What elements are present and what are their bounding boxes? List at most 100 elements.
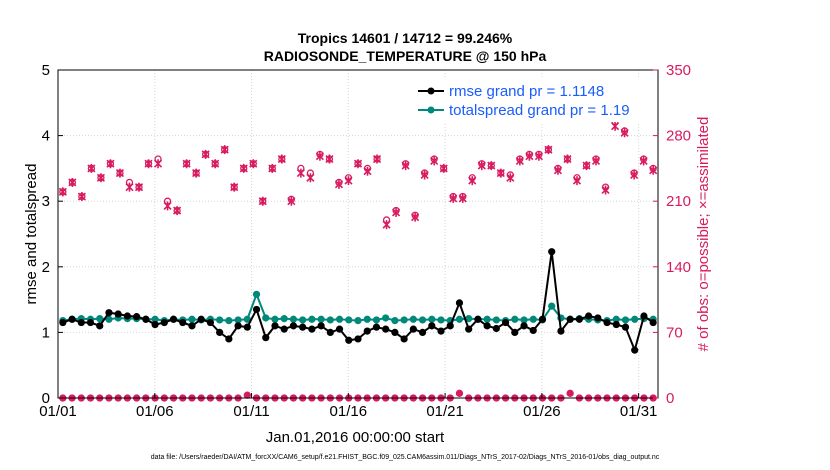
totalspread-point: [280, 315, 288, 323]
obs-assimilated-point: [487, 161, 496, 171]
rmse-point: [59, 318, 67, 327]
totalspread-point: [372, 316, 381, 324]
obs-assimilated-point: [392, 207, 401, 217]
obs-assimilated-point: [477, 161, 486, 171]
obs-assimilated-point: [439, 163, 448, 173]
totalspread-point: [151, 315, 159, 323]
totalspread-point: [548, 302, 556, 310]
totalspread-point: [418, 316, 427, 324]
x-tick-label: 01/21: [426, 403, 464, 420]
obs-assimilated-point: [401, 161, 410, 171]
rmse-point: [584, 312, 593, 320]
obs-assimilated-point: [287, 196, 296, 206]
rmse-point: [280, 325, 288, 333]
totalspread-point: [621, 316, 630, 324]
rmse-point: [566, 315, 574, 323]
rmse-point: [197, 315, 205, 323]
totalspread-point: [437, 316, 445, 324]
rmse-point: [594, 314, 602, 322]
rmse-point: [483, 322, 491, 330]
rmse-point: [548, 248, 556, 256]
rmse-point: [114, 310, 122, 318]
obs-assimilated-point: [515, 156, 524, 166]
obs-assimilated-point: [449, 193, 458, 203]
totalspread-point: [243, 315, 251, 323]
totalspread-point: [326, 316, 334, 324]
obs-assimilated-point: [534, 151, 543, 161]
legend: rmse grand pr = 1.1148 totalspread grand…: [415, 78, 647, 122]
obs-assimilated-point: [563, 154, 572, 164]
series-layer: [58, 117, 658, 402]
y-tick-label-left: 3: [42, 193, 50, 210]
totalspread-point: [520, 316, 528, 324]
rmse-point: [133, 313, 141, 321]
rmse-point: [216, 328, 224, 336]
obs-assimilated-point: [258, 196, 267, 206]
totalspread-point: [363, 315, 371, 323]
data-file-footer: data file: /Users/raeder/DAI/ATM_forcXX/…: [151, 454, 660, 461]
y-tick-label-left: 4: [42, 128, 50, 145]
rmse-point: [631, 346, 639, 354]
obs-assimilated-point: [458, 193, 467, 203]
obs-assimilated-point: [87, 163, 96, 173]
rmse-point: [511, 328, 519, 336]
y-axis-label-right: # of obs: o=possible; ×=assimilated: [695, 117, 712, 352]
chart-title: Tropics 14601 / 14712 = 99.246%: [298, 30, 513, 46]
obs-assimilated-point: [649, 165, 658, 175]
rmse-point: [169, 315, 178, 323]
totalspread-point: [299, 316, 307, 324]
rmse-point: [160, 318, 168, 327]
rmse-point: [179, 318, 187, 327]
legend-spread-label: totalspread grand pr = 1.19: [449, 102, 630, 119]
totalspread-point: [511, 315, 519, 323]
rmse-point: [289, 322, 298, 330]
x-tick-label: 01/26: [523, 403, 561, 420]
obs-assimilated-point: [268, 163, 277, 173]
totalspread-point: [345, 316, 353, 324]
y-tick-label-left: 2: [42, 259, 50, 276]
y-tick-label-right: 70: [666, 324, 683, 341]
obs-assimilated-point: [153, 159, 163, 169]
y-tick-label-right: 0: [666, 390, 674, 407]
totalspread-point: [631, 315, 639, 323]
obs-assimilated-point: [582, 161, 591, 171]
rmse-point: [225, 335, 233, 343]
y-tick-label-left: 0: [42, 390, 50, 407]
rmse-point: [428, 322, 436, 330]
obs-assimilated-point: [163, 201, 172, 211]
rmse-point: [271, 322, 279, 330]
totalspread-point: [225, 316, 233, 325]
rmse-point: [151, 320, 159, 329]
rmse-point: [649, 318, 657, 327]
x-axis-label: Jan.01,2016 00:00:00 start: [266, 429, 445, 446]
obs-rejected-point: [243, 391, 251, 399]
legend-rmse-label: rmse grand pr = 1.1148: [449, 83, 604, 100]
totalspread-point: [317, 315, 325, 323]
rmse-point: [465, 325, 473, 333]
x-tick-label: 01/01: [39, 403, 77, 420]
totalspread-point: [492, 316, 500, 324]
obs-assimilated-point: [182, 159, 191, 169]
rmse-point: [501, 318, 510, 327]
obs-rejected-point: [455, 389, 464, 397]
obs-assimilated-point: [296, 168, 305, 178]
obs-assimilated-point: [468, 176, 477, 186]
obs-assimilated-point: [306, 173, 315, 183]
obs-assimilated-point: [506, 173, 515, 183]
obs-assimilated-point: [277, 154, 286, 164]
obs-assimilated-point: [353, 159, 363, 169]
x-tick-label: 01/06: [136, 403, 174, 420]
totalspread-point: [409, 315, 417, 323]
obs-assimilated-point: [420, 170, 429, 180]
rmse-point: [520, 322, 528, 330]
rmse-point: [142, 315, 150, 323]
y-tick-label-right: 280: [666, 128, 691, 145]
rmse-point: [418, 328, 427, 336]
y-axis-label-left: rmse and totalspread: [23, 164, 40, 305]
rmse-point: [77, 318, 85, 327]
rmse-point: [299, 323, 307, 331]
obs-assimilated-point: [134, 182, 144, 192]
totalspread-point: [252, 290, 261, 298]
obs-assimilated-point: [572, 176, 582, 186]
obs-assimilated-point: [315, 151, 324, 161]
